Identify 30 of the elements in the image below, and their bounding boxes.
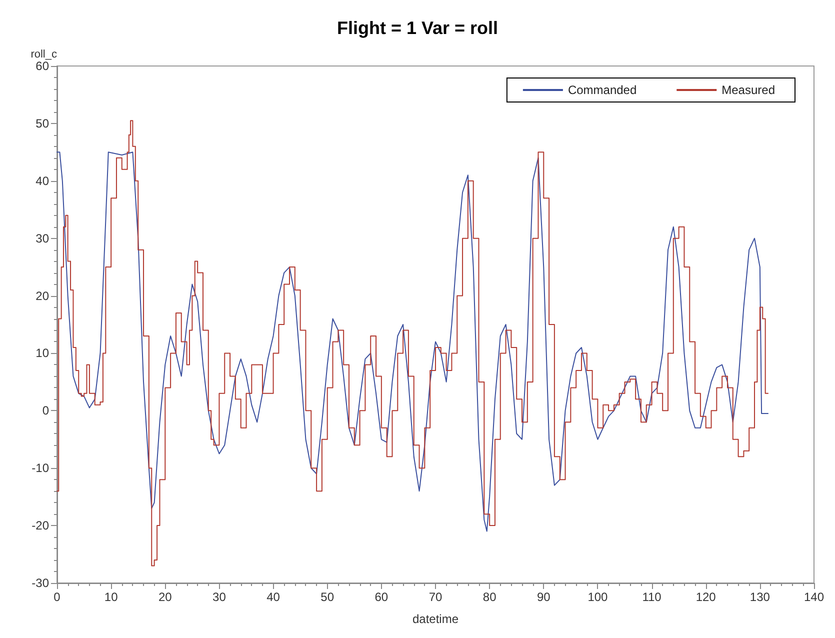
- x-tick-label: 140: [804, 590, 824, 604]
- y-tick-label: -20: [32, 518, 50, 533]
- y-tick-label: -10: [32, 461, 50, 476]
- y-tick-label: -30: [32, 576, 50, 590]
- y-axis-title: roll_c: [30, 48, 58, 61]
- x-tick-label: 80: [482, 590, 497, 604]
- legend-label: Measured: [722, 83, 776, 97]
- x-tick-label: 0: [54, 590, 61, 604]
- x-axis-title: datetime: [412, 612, 459, 626]
- y-tick-label: 20: [36, 288, 50, 303]
- x-tick-label: 30: [212, 590, 226, 604]
- x-tick-label: 110: [642, 590, 662, 604]
- x-tick-label: 130: [750, 590, 770, 604]
- x-tick-label: 100: [588, 590, 608, 604]
- x-tick-label: 40: [266, 590, 280, 604]
- chart-title: Flight = 1 Var = roll: [336, 18, 498, 38]
- y-tick-label: 10: [36, 346, 50, 360]
- x-tick-label: 70: [428, 590, 442, 604]
- y-tick-label: 50: [36, 116, 50, 130]
- y-tick-label: 0: [42, 404, 50, 418]
- x-tick-label: 50: [320, 590, 334, 604]
- x-tick-label: 120: [696, 590, 716, 604]
- x-tick-label: 90: [536, 590, 551, 604]
- y-tick-label: 30: [36, 231, 50, 246]
- x-tick-label: 10: [104, 590, 118, 604]
- legend-label: Commanded: [568, 83, 637, 97]
- x-tick-label: 20: [158, 590, 172, 604]
- x-tick-label: 60: [374, 590, 388, 604]
- y-tick-label: 60: [36, 59, 50, 73]
- y-tick-label: 40: [36, 174, 50, 188]
